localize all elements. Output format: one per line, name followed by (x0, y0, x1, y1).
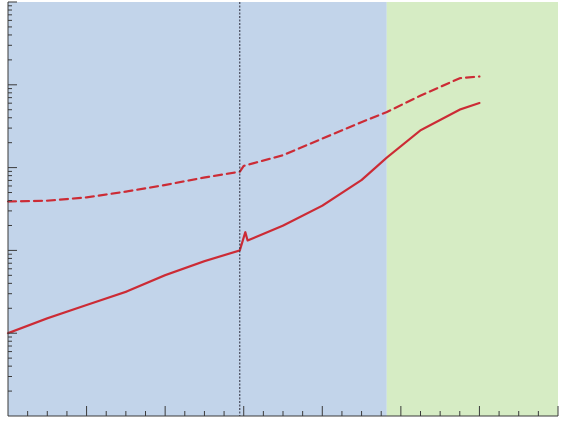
series-line-solid (6, 101, 481, 335)
axes (7, 1, 559, 417)
series-line-dashed (6, 75, 481, 203)
shaded-regions (8, 2, 558, 416)
region-2 (386, 2, 558, 416)
series-lines (6, 75, 481, 335)
region-1 (8, 2, 387, 416)
